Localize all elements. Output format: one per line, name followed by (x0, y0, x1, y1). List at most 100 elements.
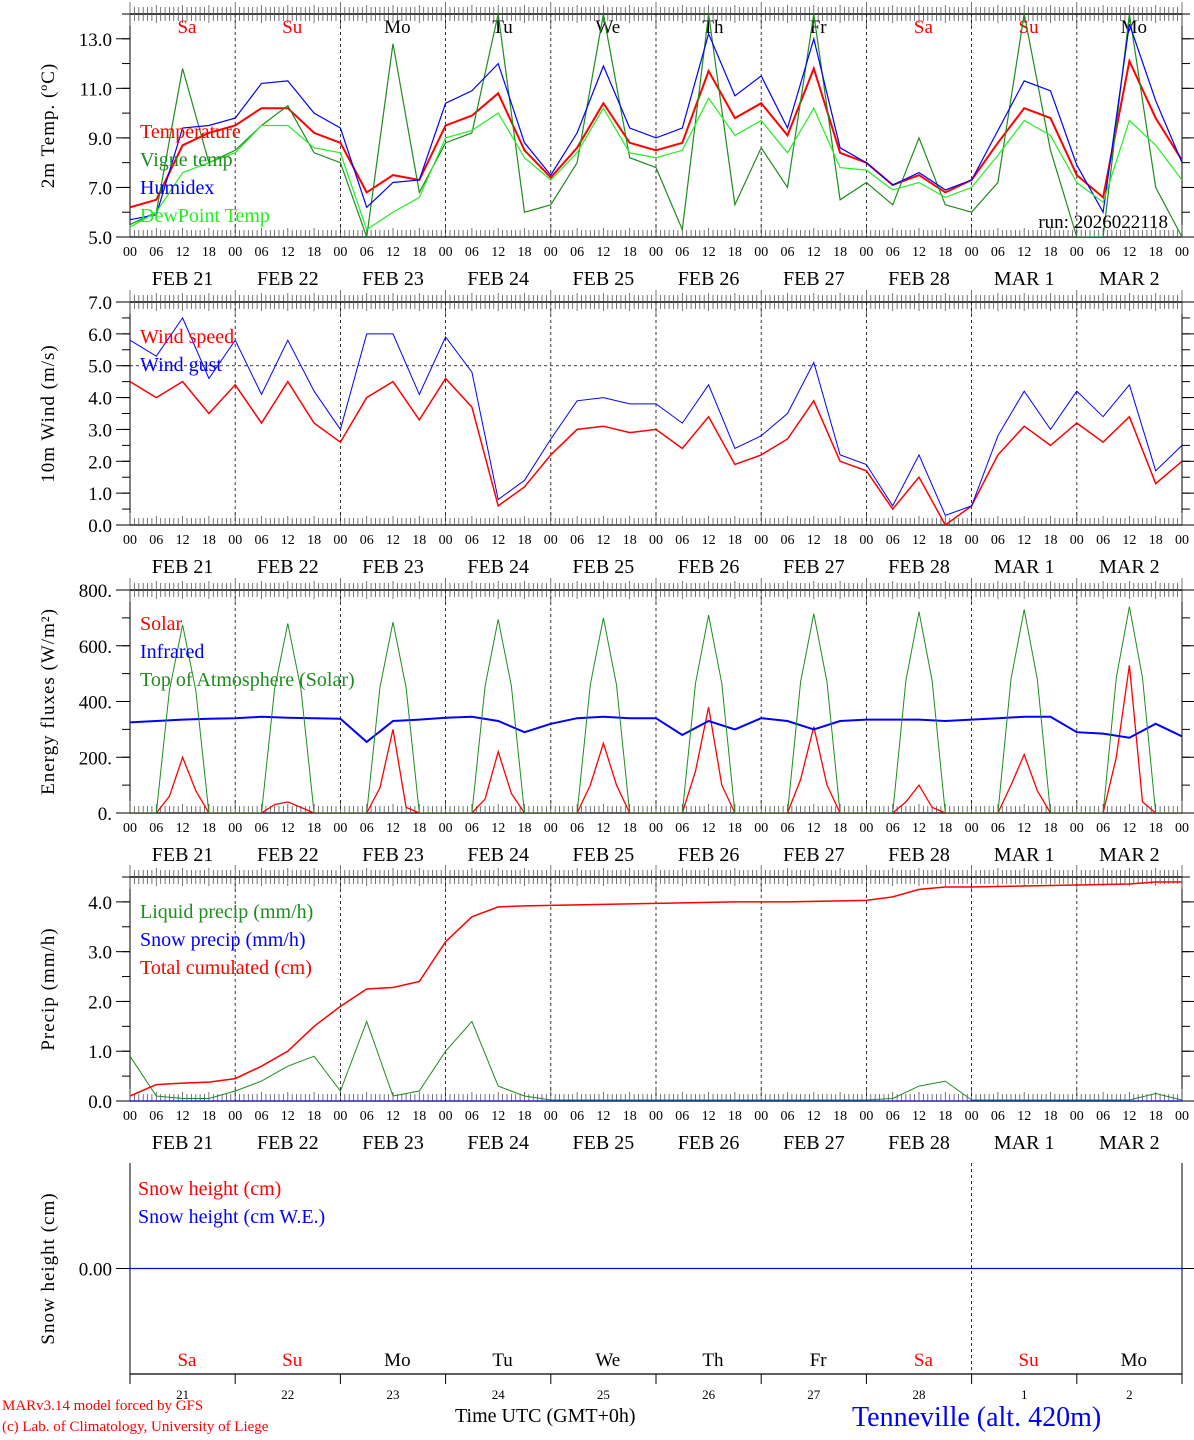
hour-tick-label: 00 (228, 821, 242, 836)
series-line-top-of-atmosphere-solar- (130, 606, 1182, 813)
panel-wind: 0.0 1.0 2.0 3.0 4.0 5.0 6.0 7.0 10m Wind (m/s) 00… (38, 290, 1194, 578)
hour-tick-label: 18 (1149, 1109, 1163, 1124)
day-number-label: 22 (281, 1387, 294, 1402)
panel-flux: 0. 200. 400. 600. 800. Energy fluxes (W/m²) 00… (38, 578, 1194, 866)
day-name-label: Mo (1121, 1350, 1147, 1371)
y-axis-label: 10m Wind (m/s) (38, 344, 59, 483)
date-label: FEB 21 (152, 556, 214, 578)
hour-tick-label: 18 (728, 1109, 742, 1124)
hour-tick-label: 18 (518, 245, 532, 260)
hour-tick-label: 12 (176, 1109, 190, 1124)
x-axis-title: Time UTC (GMT+0h) (455, 1405, 636, 1427)
date-label: MAR 2 (1099, 1132, 1160, 1154)
hour-tick-label: 00 (228, 533, 242, 548)
hour-tick-label: 18 (307, 821, 321, 836)
hour-tick-label: 00 (123, 1109, 137, 1124)
day-number-label: 2 (1126, 1387, 1133, 1402)
y-tick-label: 1.0 (88, 484, 112, 505)
day-number-label: 28 (913, 1387, 926, 1402)
hour-tick-label: 06 (1096, 245, 1110, 260)
date-label: FEB 23 (362, 556, 424, 578)
hour-tick-label: 06 (360, 821, 374, 836)
hour-tick-label: 12 (912, 245, 926, 260)
hour-tick-label: 06 (1096, 821, 1110, 836)
y-tick-label: 6.0 (88, 325, 112, 346)
hour-tick-label: 12 (702, 245, 716, 260)
hour-tick-label: 00 (1175, 1109, 1189, 1124)
hour-tick-label: 12 (386, 1109, 400, 1124)
day-number-label: 23 (387, 1387, 400, 1402)
day-number-label: 25 (597, 1387, 610, 1402)
hour-tick-label: 12 (912, 1109, 926, 1124)
date-label: FEB 22 (257, 556, 319, 578)
date-label: FEB 21 (152, 844, 214, 866)
hour-tick-label: 06 (255, 821, 269, 836)
day-name-label: Sa (914, 1350, 934, 1371)
hour-tick-label: 00 (1070, 533, 1084, 548)
lab-credit: (c) Lab. of Climatology, University of L… (2, 1419, 269, 1435)
hour-tick-label: 12 (1017, 245, 1031, 260)
hour-tick-label: 12 (1122, 821, 1136, 836)
date-label: FEB 25 (573, 268, 635, 290)
hour-tick-label: 06 (886, 245, 900, 260)
date-label: FEB 27 (783, 556, 845, 578)
hour-tick-label: 00 (754, 533, 768, 548)
hour-tick-label: 06 (1096, 533, 1110, 548)
hour-tick-label: 00 (649, 821, 663, 836)
hour-tick-label: 06 (465, 245, 479, 260)
x-minor-ticks (129, 578, 1183, 813)
panel-temp: 5.0 7.0 9.0 11.0 13.0 2m Temp. (ºC) 00 06 12 18 00… (38, 2, 1194, 290)
hour-tick-label: 18 (623, 533, 637, 548)
hour-tick-label: 18 (728, 821, 742, 836)
hour-tick-label: 00 (333, 821, 347, 836)
legend-entry: Snow height (cm) (138, 1178, 281, 1200)
hour-tick-label: 12 (596, 533, 610, 548)
hour-tick-label: 00 (439, 1109, 453, 1124)
hour-tick-label: 06 (570, 245, 584, 260)
hour-tick-label: 18 (623, 245, 637, 260)
hour-tick-label: 12 (596, 821, 610, 836)
y-axis-label: Snow height (cm) (38, 1192, 59, 1344)
series-line-wind-gust (130, 316, 1182, 517)
day-number-label: 27 (807, 1387, 821, 1402)
date-label: FEB 28 (888, 268, 950, 290)
hour-tick-label: 00 (859, 821, 873, 836)
hour-tick-label: 06 (360, 245, 374, 260)
hour-tick-label: 18 (307, 245, 321, 260)
y-axis-label: Precip (mm/h) (38, 927, 59, 1050)
hour-tick-label: 18 (728, 533, 742, 548)
date-label: FEB 23 (362, 268, 424, 290)
hour-tick-label: 06 (465, 533, 479, 548)
hour-tick-label: 18 (412, 533, 426, 548)
hour-tick-label: 00 (123, 821, 137, 836)
hour-tick-label: 06 (149, 1109, 163, 1124)
hour-tick-label: 00 (1070, 821, 1084, 836)
hour-tick-label: 00 (754, 1109, 768, 1124)
run-annotation: run: 2026022118 (1038, 212, 1168, 233)
date-label: FEB 23 (362, 1132, 424, 1154)
hour-tick-label: 18 (623, 1109, 637, 1124)
hour-tick-label: 06 (781, 821, 795, 836)
date-label: FEB 21 (152, 268, 214, 290)
hour-tick-label: 12 (702, 821, 716, 836)
hour-tick-label: 06 (991, 1109, 1005, 1124)
y-tick-label: 3.0 (88, 420, 112, 441)
day-name-label: Sa (914, 17, 934, 38)
legend-entry: Top of Atmosphere (Solar) (140, 669, 355, 691)
day-number-label: 21 (176, 1387, 189, 1402)
date-label: MAR 1 (994, 1132, 1055, 1154)
legend-entry: Solar (140, 613, 183, 635)
hour-tick-label: 18 (938, 245, 952, 260)
legend-entry: DewPoint Temp (140, 205, 270, 227)
hour-tick-label: 06 (570, 533, 584, 548)
hour-tick-label: 00 (859, 1109, 873, 1124)
hour-tick-label: 12 (281, 821, 295, 836)
hour-tick-label: 12 (912, 821, 926, 836)
y-tick-label: 0. (98, 804, 112, 825)
series-line-humidex (130, 23, 1182, 221)
hour-tick-label: 00 (333, 533, 347, 548)
y-axis-label: Energy fluxes (W/m²) (38, 608, 59, 795)
date-label: FEB 26 (678, 556, 740, 578)
hour-tick-label: 18 (202, 821, 216, 836)
